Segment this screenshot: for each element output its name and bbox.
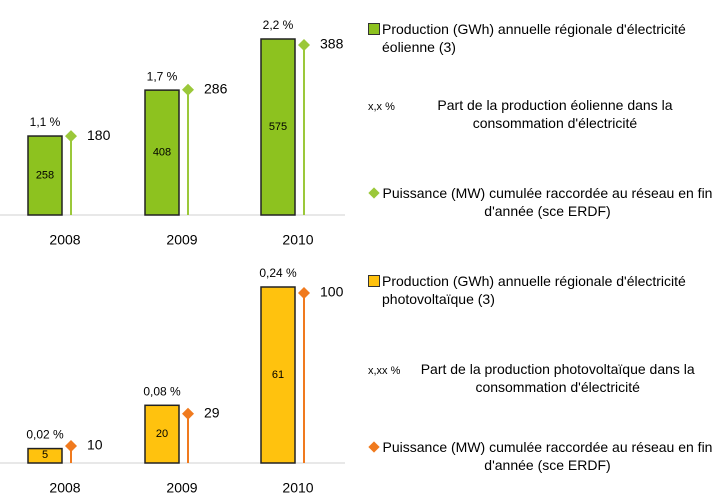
legend-label: Puissance (MW) cumulée raccordée au rése… — [382, 185, 713, 219]
share-label: 1,1 % — [30, 115, 61, 129]
legend-item: Puissance (MW) cumulée raccordée au rése… — [368, 438, 713, 474]
x-tick-label: 2010 — [282, 480, 313, 496]
stem-label: 10 — [87, 437, 103, 453]
legend-label: Part de la production éolienne dans la c… — [437, 97, 673, 131]
stem-label: 388 — [320, 36, 344, 52]
stem-label: 180 — [87, 127, 111, 143]
stem-label: 100 — [320, 284, 344, 300]
legend-label: Production (GWh) annuelle régionale d'él… — [382, 21, 686, 55]
legend-item: Production (GWh) annuelle régionale d'él… — [368, 272, 713, 308]
bar — [144, 89, 180, 216]
legend-diamond — [368, 441, 380, 453]
bar — [260, 286, 296, 464]
stem-diamond — [182, 407, 194, 420]
legend-item: x,x % Part de la production éolienne dans… — [368, 96, 713, 132]
share-label: 0,02 % — [26, 428, 64, 442]
legend-marker-text: x,x % — [368, 101, 395, 113]
stem-label: 29 — [204, 404, 220, 420]
legend-item: x,xx % Part de la production photovoltaïq… — [368, 360, 713, 396]
legend-marker-text: x,xx % — [368, 365, 401, 377]
legend-item: Puissance (MW) cumulée raccordée au rése… — [368, 184, 713, 220]
share-label: 1,7 % — [147, 69, 178, 83]
share-label: 0,24 % — [259, 266, 297, 280]
x-tick-label: 2009 — [166, 480, 197, 496]
bar-label: 258 — [36, 169, 54, 181]
legend-label: Production (GWh) annuelle régionale d'él… — [382, 273, 686, 307]
bar-label: 20 — [156, 428, 168, 440]
stem-diamond — [65, 130, 77, 143]
x-tick-label: 2008 — [49, 232, 80, 248]
legend-label: Part de la production photovoltaïque dan… — [420, 361, 695, 395]
share-label: 2,2 % — [263, 18, 294, 32]
legend-diamond — [368, 187, 380, 199]
stem-label: 286 — [204, 80, 228, 96]
bar-label: 61 — [272, 369, 284, 381]
legend-square — [368, 275, 380, 287]
stem-diamond — [65, 440, 77, 452]
x-tick-label: 2009 — [166, 232, 197, 248]
stem-diamond — [298, 287, 310, 299]
legend-item: Production (GWh) annuelle régionale d'él… — [368, 20, 713, 56]
bar-label: 575 — [269, 121, 287, 133]
share-label: 0,08 % — [143, 384, 181, 398]
legend-label: Puissance (MW) cumulée raccordée au rése… — [382, 439, 713, 473]
bar — [260, 38, 296, 216]
bar — [27, 447, 63, 464]
stem-diamond — [298, 39, 310, 51]
bar-label: 408 — [153, 146, 171, 158]
bar — [27, 135, 63, 216]
stem-diamond — [182, 83, 194, 96]
bar-label: 5 — [42, 449, 48, 461]
x-tick-label: 2008 — [49, 480, 80, 496]
x-tick-label: 2010 — [282, 232, 313, 248]
bar — [144, 404, 180, 464]
legend-square — [368, 23, 380, 35]
